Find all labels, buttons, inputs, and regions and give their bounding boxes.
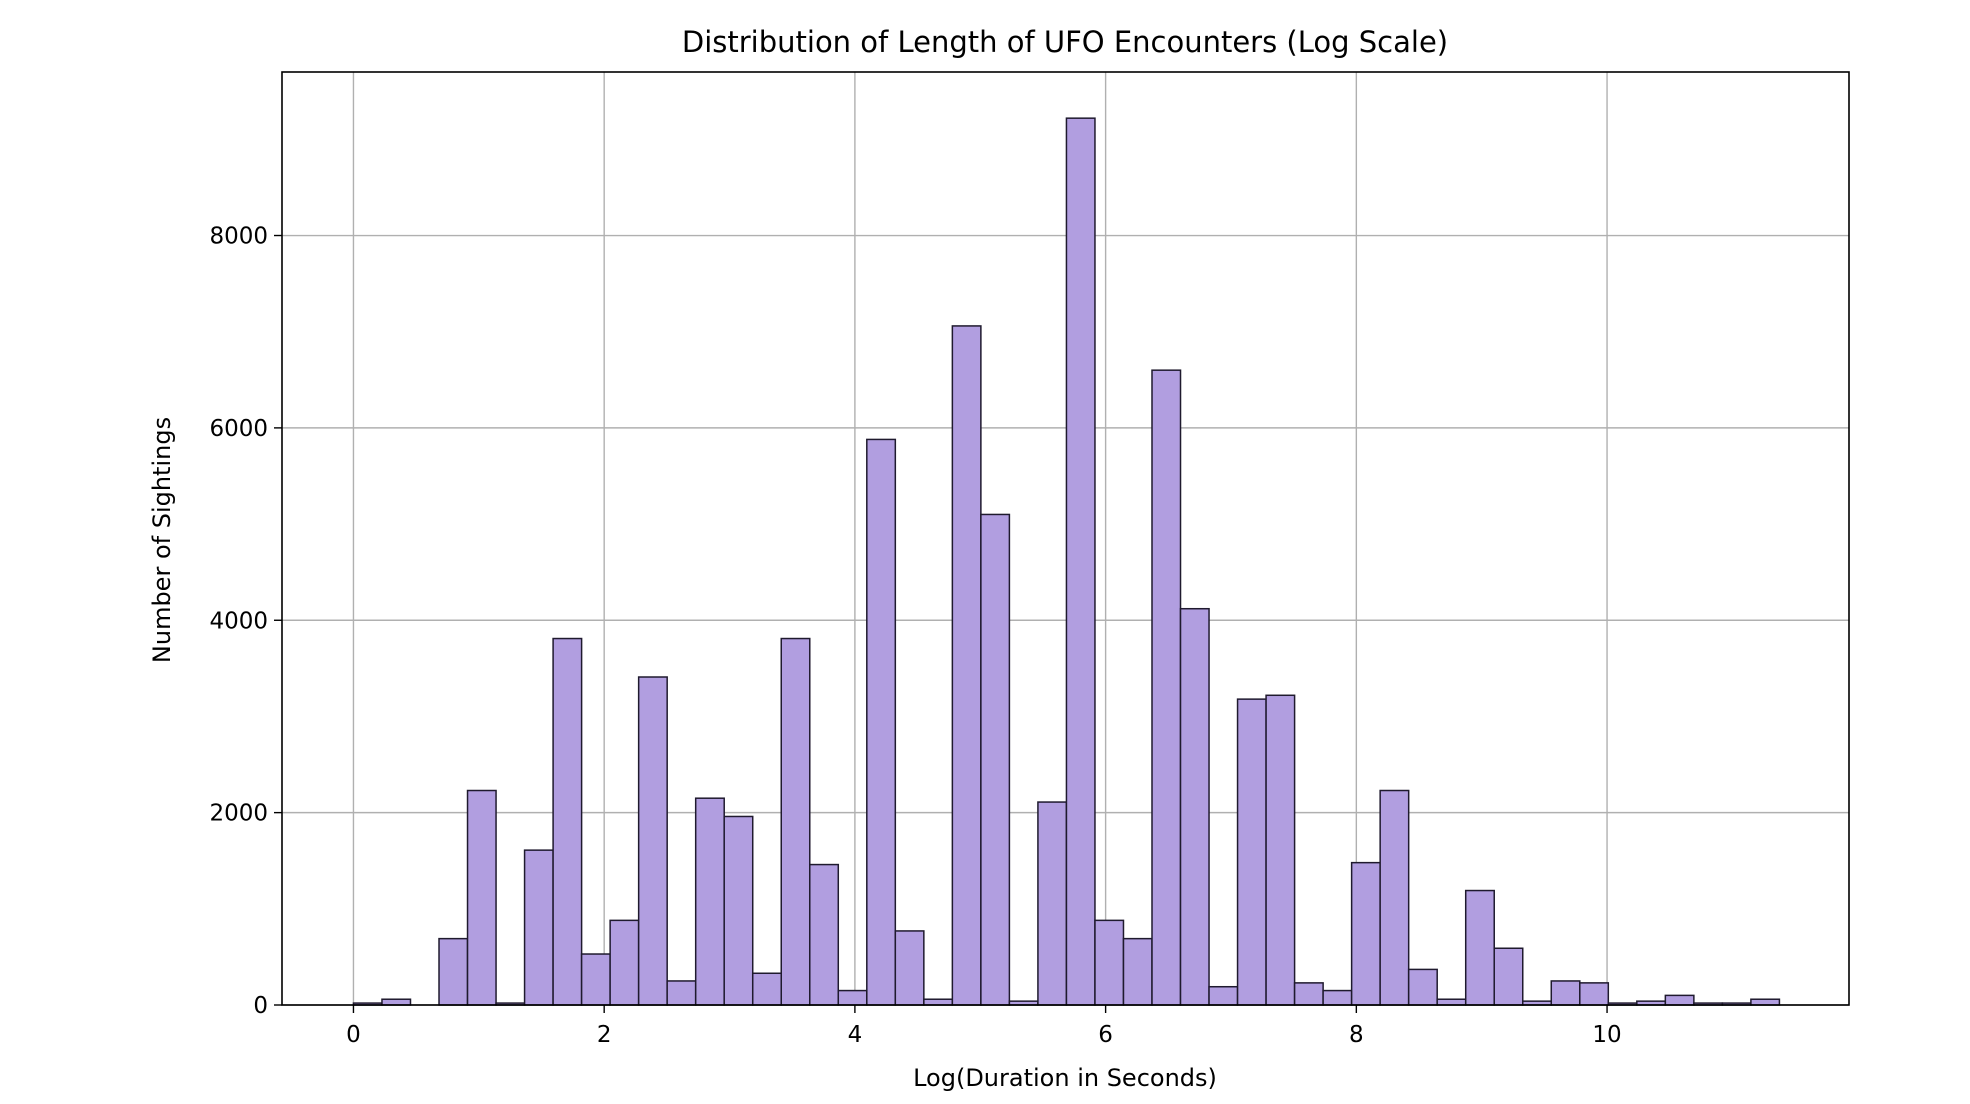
histogram-bar bbox=[1265, 694, 1296, 1006]
histogram-bar bbox=[1550, 980, 1581, 1006]
histogram-bar bbox=[1579, 982, 1610, 1006]
histogram-bar bbox=[552, 637, 583, 1006]
histogram-bar bbox=[780, 637, 811, 1006]
histogram-bar bbox=[609, 919, 640, 1006]
x-tick-label: 8 bbox=[1349, 1022, 1364, 1048]
x-tick-label: 6 bbox=[1098, 1022, 1113, 1048]
x-tick-label: 10 bbox=[1592, 1022, 1621, 1048]
histogram-bar bbox=[1750, 998, 1781, 1006]
histogram-bar bbox=[466, 789, 497, 1006]
x-tick-label: 0 bbox=[346, 1022, 361, 1048]
histogram-bar bbox=[1179, 607, 1210, 1006]
histogram-bar bbox=[1094, 919, 1125, 1006]
histogram-bar bbox=[894, 930, 925, 1006]
plot-frame bbox=[281, 71, 1850, 1006]
histogram-bar bbox=[580, 953, 611, 1006]
histogram-bar bbox=[1322, 989, 1353, 1006]
histogram-bar bbox=[637, 676, 668, 1006]
histogram-bar bbox=[1493, 947, 1524, 1006]
histogram-bar bbox=[723, 815, 754, 1006]
histogram-bar bbox=[809, 863, 840, 1006]
histogram-bar bbox=[381, 998, 412, 1006]
histogram-bar bbox=[1379, 789, 1410, 1006]
histogram-bar bbox=[951, 325, 982, 1006]
histogram-bar bbox=[1065, 117, 1096, 1006]
histogram-bar bbox=[1037, 801, 1068, 1006]
y-tick-label: 6000 bbox=[209, 416, 268, 442]
histogram-bar bbox=[1122, 937, 1153, 1006]
histogram-bar bbox=[751, 972, 782, 1006]
chart-title: Distribution of Length of UFO Encounters… bbox=[682, 25, 1448, 59]
histogram-bar bbox=[1407, 968, 1438, 1006]
histogram-bar bbox=[1436, 998, 1467, 1006]
histogram-bar bbox=[837, 989, 868, 1006]
histogram-bar bbox=[1293, 982, 1324, 1006]
histogram-bar bbox=[666, 980, 697, 1006]
bars-layer bbox=[352, 117, 1781, 1006]
histogram-bar bbox=[1236, 698, 1267, 1006]
histogram-bar bbox=[980, 513, 1011, 1006]
histogram-bar bbox=[923, 998, 954, 1006]
ticks-layer: 0 2 4 6 8 10 0 2000 4000 6000 8000 bbox=[209, 224, 1621, 1048]
y-axis-label: Number of Sightings bbox=[148, 417, 176, 663]
y-tick-label: 0 bbox=[253, 993, 268, 1019]
y-tick-label: 4000 bbox=[209, 608, 268, 634]
y-tick-label: 2000 bbox=[209, 801, 268, 827]
histogram-bar bbox=[523, 849, 554, 1006]
x-tick-label: 2 bbox=[597, 1022, 612, 1048]
histogram-bar bbox=[1664, 994, 1695, 1006]
y-tick-label: 8000 bbox=[209, 224, 268, 250]
histogram-bar bbox=[694, 797, 725, 1006]
x-tick-label: 4 bbox=[848, 1022, 863, 1048]
histogram-bar bbox=[1208, 985, 1239, 1006]
x-axis-label: Log(Duration in Seconds) bbox=[913, 1064, 1217, 1092]
histogram-bar bbox=[1350, 861, 1381, 1006]
histogram-bar bbox=[1151, 369, 1182, 1006]
histogram-bar bbox=[866, 438, 897, 1006]
histogram-bar bbox=[1464, 889, 1495, 1006]
histogram-bar bbox=[438, 937, 469, 1006]
